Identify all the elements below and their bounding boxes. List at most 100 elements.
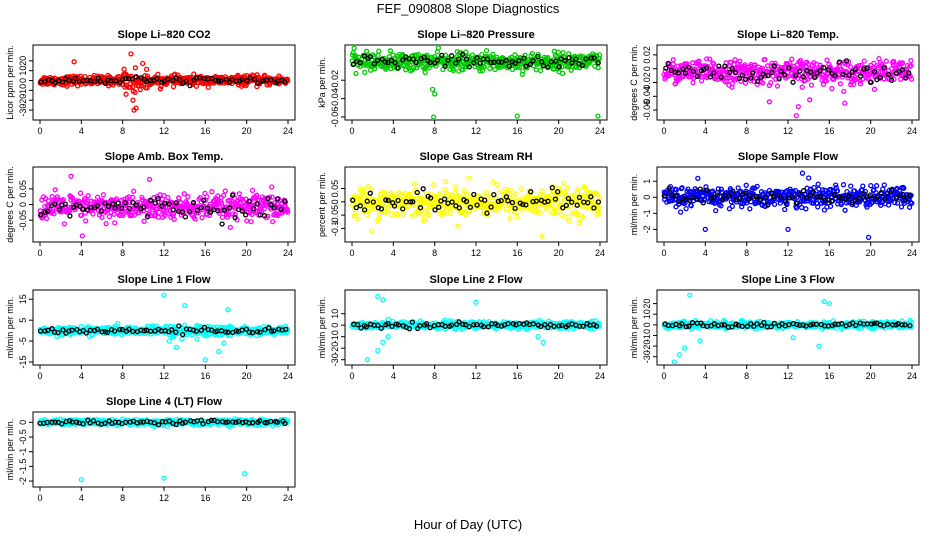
black-point <box>874 76 880 83</box>
black-point <box>588 194 594 200</box>
y-tick-label: 0.05 <box>330 180 340 198</box>
y-tick-label: -20 <box>18 94 28 107</box>
data-point <box>834 188 841 194</box>
outlier-point <box>130 97 136 103</box>
data-point <box>544 205 550 211</box>
x-tick-label: 20 <box>242 248 252 258</box>
x-tick-label: 4 <box>79 371 84 381</box>
x-tick-label: 4 <box>391 248 396 258</box>
x-tick-label: 12 <box>783 126 793 136</box>
points-group <box>37 292 291 363</box>
black-point <box>471 60 477 66</box>
black-point <box>800 74 806 80</box>
black-point <box>498 197 504 204</box>
data-point <box>103 220 109 227</box>
black-point <box>123 75 129 82</box>
black-point <box>104 329 111 336</box>
panel-title: Slope Line 2 Flow <box>430 274 523 286</box>
data-point <box>879 69 886 75</box>
data-point <box>873 183 880 189</box>
black-point <box>374 57 381 64</box>
data-point <box>823 78 829 84</box>
data-point <box>131 188 137 194</box>
points-group <box>349 175 603 239</box>
x-tick-label: 16 <box>824 248 834 258</box>
data-point <box>368 186 375 192</box>
x-tick-label: 0 <box>37 248 42 258</box>
data-point <box>797 57 804 64</box>
black-point <box>215 208 221 214</box>
data-point <box>737 58 743 64</box>
data-point <box>487 65 493 72</box>
black-point <box>569 199 575 205</box>
black-point <box>512 60 518 66</box>
black-point <box>215 78 222 84</box>
data-point <box>596 205 603 211</box>
data-point <box>439 206 446 213</box>
data-point <box>113 196 120 202</box>
black-point <box>811 74 818 80</box>
data-point <box>837 81 844 87</box>
black-point <box>460 321 466 327</box>
black-point <box>566 55 572 61</box>
data-point <box>199 215 205 221</box>
black-point <box>711 70 717 76</box>
data-point <box>376 48 382 54</box>
data-point <box>707 56 713 62</box>
black-point <box>448 322 455 328</box>
y-tick-label: -0.02 <box>330 70 340 91</box>
black-point <box>849 69 855 75</box>
black-point <box>687 197 693 204</box>
data-point <box>793 205 800 211</box>
data-point <box>677 209 684 215</box>
data-point <box>551 48 557 54</box>
black-point <box>495 198 502 205</box>
black-point <box>439 52 445 59</box>
data-point <box>792 187 799 194</box>
black-point <box>165 76 171 82</box>
data-point <box>483 189 490 196</box>
black-point <box>265 195 271 202</box>
black-point <box>357 203 363 209</box>
data-point <box>535 203 541 209</box>
black-point <box>60 327 66 333</box>
y-tick-label: -0.05 <box>330 205 340 226</box>
black-point <box>776 76 782 82</box>
black-point <box>796 191 803 198</box>
black-point <box>793 200 799 206</box>
black-point <box>382 59 388 65</box>
data-point <box>833 182 839 188</box>
black-point <box>790 79 796 85</box>
data-point <box>139 194 145 201</box>
data-point <box>137 200 143 206</box>
data-point <box>422 197 428 203</box>
outlier-point <box>194 336 200 342</box>
data-point <box>144 73 151 79</box>
data-point <box>824 57 830 63</box>
data-point <box>772 60 778 66</box>
black-point <box>676 198 682 205</box>
x-tick-label: 20 <box>554 126 564 136</box>
black-point <box>530 58 536 64</box>
panel-title: Slope Li–820 CO2 <box>118 29 211 41</box>
data-point <box>560 49 566 56</box>
black-point <box>229 76 235 83</box>
black-point <box>400 206 406 212</box>
data-point <box>365 184 371 190</box>
black-point <box>266 325 272 331</box>
black-point <box>427 195 434 201</box>
black-point <box>495 59 502 65</box>
data-point <box>99 214 105 221</box>
data-point <box>774 83 781 89</box>
x-tick-label: 24 <box>595 248 605 258</box>
outlier-point <box>182 302 188 309</box>
black-point <box>821 65 827 71</box>
y-tick-label: 15 <box>18 294 28 304</box>
black-point <box>826 67 832 73</box>
black-point <box>221 207 228 213</box>
data-point <box>120 211 127 217</box>
data-point <box>861 58 867 64</box>
panel-title: Slope Line 3 Flow <box>742 274 835 286</box>
data-point <box>387 48 394 54</box>
